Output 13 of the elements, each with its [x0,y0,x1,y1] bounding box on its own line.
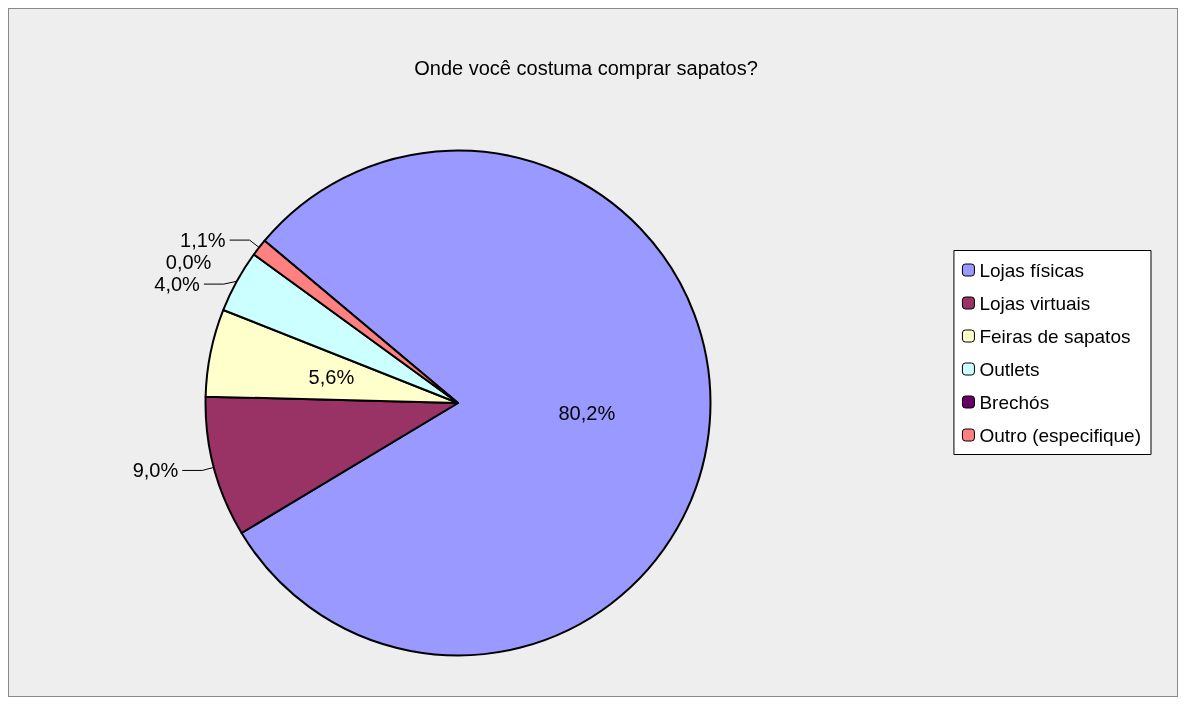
legend-label: Outro (especifique) [979,424,1141,446]
data-label: 80,2% [558,402,616,425]
data-label: 9,0% [132,459,179,482]
text: 0,0% [165,251,212,274]
legend-label: Lojas físicas [979,259,1084,281]
legend-label: Outlets [979,358,1040,380]
legend-label: Lojas virtuais [979,292,1091,314]
chart-title: Onde você costuma comprar sapatos? [414,57,758,79]
legend-label: Feiras de sapatos [979,325,1131,347]
data-label: 1,1% [180,229,226,252]
legend-label: Brechós [979,391,1050,413]
data-label: 5,6% [308,366,355,389]
data-label: 4,0% [154,273,201,296]
